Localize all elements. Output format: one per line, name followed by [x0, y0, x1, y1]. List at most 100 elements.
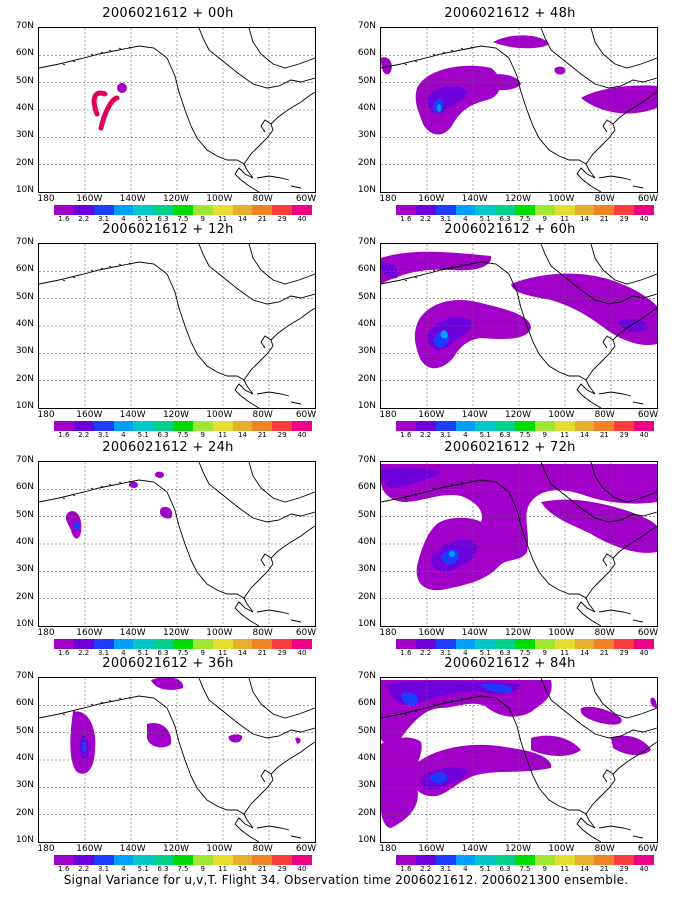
colorbar-label: 5.1	[137, 215, 149, 223]
colorbar-label: 21	[599, 649, 609, 657]
aleutian-islands	[62, 46, 132, 66]
colorbar-label: 4	[121, 431, 126, 439]
colorbar-swatch	[396, 855, 416, 865]
signal-contour	[128, 481, 138, 488]
colorbar-swatch	[574, 639, 595, 649]
panel-title: 2006021612 + 48h	[444, 6, 576, 21]
colorbar-swatch	[495, 639, 516, 649]
colorbar-swatch	[455, 855, 476, 865]
colorbar-swatch	[594, 855, 615, 865]
colorbar-swatch	[495, 205, 516, 215]
colorbar-label: 4	[463, 431, 468, 439]
colorbar-label: 21	[257, 865, 267, 873]
map-panel: 2006021612 + 48h 70N 60N 50N 40N 30N 20N 10N 180…	[350, 6, 670, 223]
colorbar-label: 4	[463, 649, 468, 657]
map-plot-area	[38, 677, 316, 843]
colorbar	[396, 421, 654, 431]
lon-tick-label: 180	[37, 194, 55, 204]
colorbar-label: 29	[619, 215, 629, 223]
lat-tick-label: 60N	[15, 48, 34, 59]
colorbar-label: 40	[639, 215, 649, 223]
colorbar-swatch	[435, 421, 456, 431]
colorbar-swatch	[54, 421, 74, 431]
colorbar-label: 7.5	[177, 649, 189, 657]
lon-tick-label: 160W	[418, 628, 445, 638]
colorbar-label: 1.6	[400, 865, 412, 873]
colorbar-swatch	[212, 639, 233, 649]
colorbar-label: 1.6	[58, 649, 70, 657]
lon-tick-label: 160W	[76, 194, 103, 204]
colorbar-swatch	[173, 855, 193, 865]
lat-tick-label: 30N	[15, 780, 34, 791]
colorbar-swatch	[475, 421, 496, 431]
colorbar-label: 6.3	[157, 649, 169, 657]
colorbar-label: 40	[639, 649, 649, 657]
coastline	[39, 462, 315, 626]
colorbar-swatch	[554, 855, 575, 865]
colorbar-label: 6.3	[157, 431, 169, 439]
colorbar	[54, 855, 312, 865]
lon-tick-label: 60W	[295, 410, 317, 420]
lon-tick-label: 80W	[594, 410, 615, 420]
lon-tick-label: 80W	[594, 628, 615, 638]
lon-tick-label: 120W	[504, 628, 532, 638]
colorbar-swatch	[455, 639, 476, 649]
signal-contour	[650, 697, 657, 708]
map-plot-area	[38, 27, 316, 193]
lat-tick-label: 20N	[15, 591, 34, 602]
signal-contour	[437, 104, 441, 112]
colorbar-label: 40	[297, 865, 307, 873]
colorbar-label: 1.6	[400, 215, 412, 223]
colorbar-label: 7.5	[519, 865, 531, 873]
signal-contour	[554, 66, 566, 75]
colorbar-swatch	[73, 205, 94, 215]
colorbar-swatch	[554, 639, 575, 649]
colorbar-swatch	[173, 639, 193, 649]
map-svg	[381, 28, 657, 192]
lon-tick-label: 60W	[637, 194, 659, 204]
colorbar-label: 29	[277, 431, 287, 439]
colorbar-label: 7.5	[519, 215, 531, 223]
colorbar-swatch	[113, 639, 134, 649]
colorbar-label: 1.6	[58, 431, 70, 439]
colorbar-label: 2.2	[78, 215, 90, 223]
colorbar-swatch	[153, 205, 174, 215]
lat-tick-label: 60N	[357, 48, 376, 59]
signal-contour	[429, 772, 448, 784]
lat-tick-label: 60N	[357, 264, 376, 275]
signal-contour	[381, 262, 398, 279]
colorbar-label: 2.2	[78, 865, 90, 873]
aleutian-islands	[62, 262, 132, 282]
colorbar	[54, 205, 312, 215]
signal-contour	[581, 85, 657, 114]
signal-contour	[295, 737, 301, 744]
lat-tick-label: 60N	[15, 264, 34, 275]
lat-tick-label: 20N	[357, 807, 376, 818]
lon-tick-label: 140W	[461, 410, 488, 420]
lat-tick-label: 10N	[357, 619, 376, 629]
colorbar-label: 11	[218, 431, 228, 439]
aleutian-islands	[62, 480, 132, 500]
colorbar-label: 5.1	[137, 865, 149, 873]
colorbar-label: 7.5	[177, 865, 189, 873]
colorbar-swatch	[534, 205, 555, 215]
map-svg	[39, 462, 315, 626]
map-svg	[381, 244, 657, 408]
colorbar-label: 4	[121, 865, 126, 873]
colorbar-swatch	[192, 639, 213, 649]
lon-tick-label: 100W	[206, 628, 233, 638]
lat-tick-label: 40N	[357, 103, 376, 113]
lon-tick-label: 60W	[295, 194, 317, 204]
colorbar-swatch	[614, 639, 635, 649]
lon-tick-label: 100W	[548, 194, 575, 204]
colorbar-label: 6.3	[499, 431, 511, 439]
lat-tick-label: 50N	[15, 509, 34, 520]
lat-tick-label: 70N	[15, 237, 34, 247]
lat-tick-label: 70N	[357, 455, 376, 465]
colorbar-label: 5.1	[137, 649, 149, 657]
colorbar-label: 9	[200, 865, 205, 873]
map-plot-area	[380, 461, 658, 627]
colorbar	[396, 639, 654, 649]
colorbar-swatch	[133, 421, 154, 431]
panel-title: 2006021612 + 84h	[444, 656, 576, 671]
